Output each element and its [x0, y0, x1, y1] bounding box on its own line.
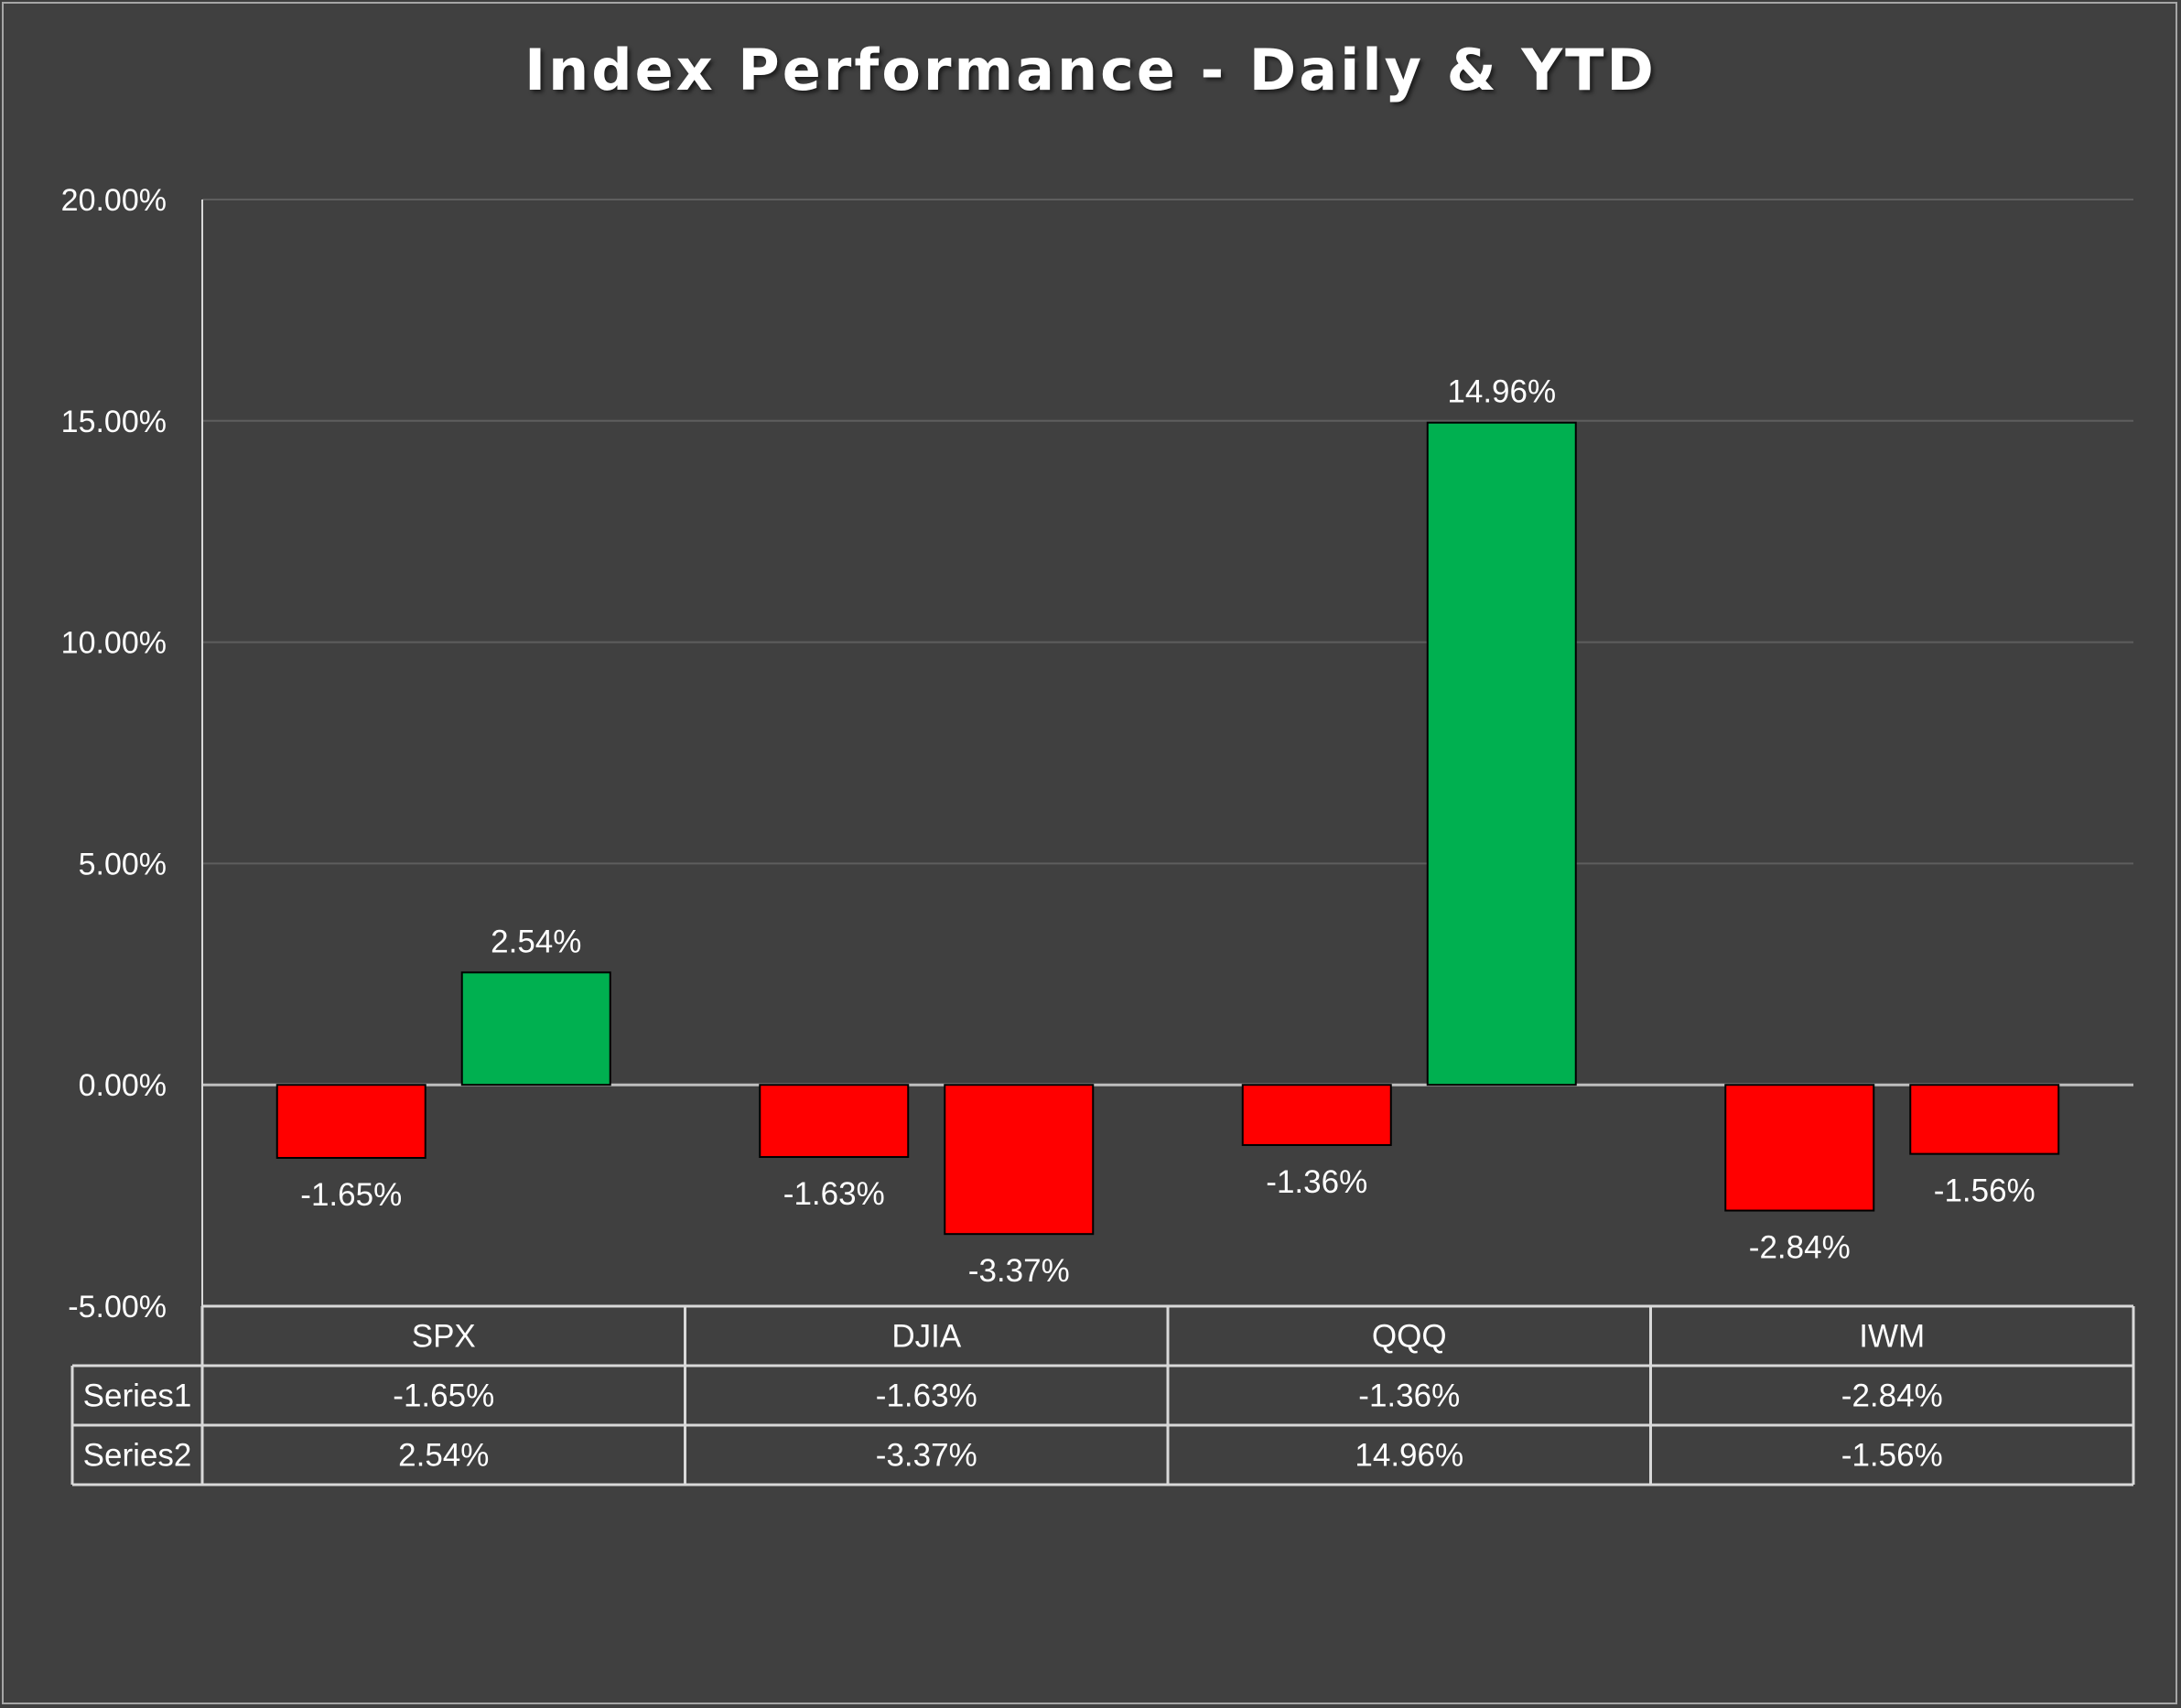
table-cell: -1.56% [1841, 1438, 1943, 1474]
bar-series2-iwm [1909, 1084, 2060, 1155]
bars [275, 421, 2060, 1236]
data-label: 2.54% [491, 924, 581, 959]
data-label: -3.37% [968, 1253, 1070, 1289]
data-labels: -1.65% 2.54% -1.63% -3.37% -1.36% 14.96% -2.84… [300, 374, 2035, 1289]
y-tick-label: 15.00% [61, 405, 167, 439]
table-cell: -1.63% [876, 1378, 977, 1414]
y-tick-label: 20.00% [61, 183, 167, 218]
y-tick-label: -5.00% [68, 1290, 167, 1324]
bar-series1-qqq [1241, 1084, 1392, 1146]
bar-series2-djia [944, 1084, 1095, 1236]
data-label: 14.96% [1447, 374, 1556, 410]
y-axis: 20.00% 15.00% 10.00% 5.00% 0.00% -5.00% [61, 183, 203, 1324]
y-tick-label: 10.00% [61, 626, 167, 661]
table-cell: -2.84% [1841, 1378, 1943, 1414]
bar-series1-djia [759, 1084, 910, 1159]
data-label: -1.56% [1934, 1173, 2035, 1209]
data-label: -1.63% [783, 1176, 885, 1212]
bar-series2-spx [460, 971, 611, 1086]
table-series-name: Series2 [83, 1438, 192, 1474]
table-header-spx: SPX [412, 1319, 476, 1355]
table-header-iwm: IWM [1859, 1319, 1925, 1355]
table-cell: -1.36% [1358, 1378, 1460, 1414]
bar-series2-qqq [1426, 421, 1577, 1086]
table-header-qqq: QQQ [1372, 1319, 1447, 1355]
data-table: SPX DJIA QQQ IWM Series1 -1.65% -1.63% -1.36% -2… [70, 1304, 2135, 1486]
table-cell: 14.96% [1355, 1438, 1463, 1474]
table-cell: -1.65% [393, 1378, 494, 1414]
data-label: -2.84% [1749, 1230, 1851, 1266]
bar-series1-iwm [1724, 1084, 1875, 1212]
table-cell: 2.54% [398, 1438, 489, 1474]
data-label: -1.36% [1266, 1164, 1367, 1200]
y-tick-label: 0.00% [79, 1068, 167, 1103]
table-header-djia: DJIA [891, 1319, 962, 1355]
table-cell: -3.37% [876, 1438, 977, 1474]
table-series-name: Series1 [83, 1378, 192, 1414]
bar-series1-spx [275, 1084, 426, 1159]
y-tick-label: 5.00% [79, 847, 167, 881]
chart-title: Index Performance - Daily & YTD [524, 37, 1657, 103]
data-label: -1.65% [300, 1177, 402, 1213]
